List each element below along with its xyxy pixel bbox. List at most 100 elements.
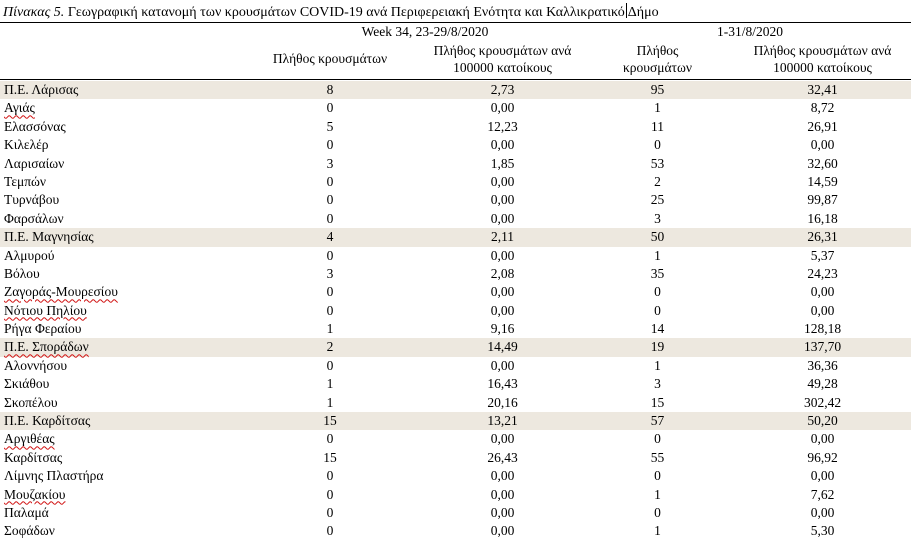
cell-cases-month: 0 bbox=[654, 302, 661, 318]
municipality-row: Ρήγα Φεραίου 1 9,16 14 128,18 bbox=[0, 320, 911, 338]
cell-rate-month: 0,00 bbox=[810, 468, 835, 484]
cell-rate-week: 2,73 bbox=[490, 82, 515, 97]
cell-rate-month: 32,41 bbox=[807, 82, 838, 97]
cell-cases-month: 0 bbox=[654, 431, 661, 447]
row-name: Μουζακίου bbox=[4, 486, 66, 502]
cell-rate-month: 14,59 bbox=[807, 173, 838, 189]
row-name: Ρήγα Φεραίου bbox=[4, 321, 82, 337]
header-rate-month: Πλήθος κρουσμάτων ανά 100000 κατοίκους bbox=[753, 43, 892, 75]
cell-rate-month: 137,70 bbox=[803, 339, 842, 355]
cell-cases-week: 2 bbox=[326, 339, 334, 355]
cell-cases-month: 0 bbox=[654, 504, 661, 520]
cell-cases-month: 11 bbox=[651, 118, 664, 134]
cell-rate-month: 36,36 bbox=[807, 357, 838, 373]
cell-cases-week: 0 bbox=[326, 284, 334, 300]
table-caption-text-tail: Δήμο bbox=[627, 5, 659, 20]
row-name: Ελασσόνας bbox=[4, 118, 66, 134]
cell-rate-month: 0,00 bbox=[810, 302, 835, 318]
cell-rate-week: 13,21 bbox=[487, 413, 518, 429]
header-period-month: 1-31/8/2020 bbox=[717, 24, 783, 39]
cell-cases-month: 50 bbox=[650, 229, 665, 245]
cell-rate-month: 49,28 bbox=[807, 376, 838, 392]
cell-cases-week: 0 bbox=[326, 486, 334, 502]
cell-cases-week: 4 bbox=[326, 229, 334, 245]
cell-rate-month: 0,00 bbox=[810, 137, 835, 153]
cell-rate-month: 32,60 bbox=[807, 155, 838, 171]
cell-rate-week: 16,43 bbox=[487, 376, 518, 392]
cell-rate-week: 0,00 bbox=[490, 137, 515, 153]
cell-cases-week: 1 bbox=[326, 394, 334, 410]
cell-cases-week: 0 bbox=[326, 302, 334, 318]
cell-cases-month: 57 bbox=[650, 413, 665, 429]
header-rate-week: Πλήθος κρουσμάτων ανά 100000 κατοίκους bbox=[433, 43, 572, 75]
cell-rate-week: 0,00 bbox=[490, 431, 515, 447]
cell-cases-month: 53 bbox=[650, 155, 665, 171]
municipality-row: Σκιάθου 1 16,43 3 49,28 bbox=[0, 375, 911, 393]
cell-cases-month: 19 bbox=[650, 339, 665, 355]
cell-rate-week: 0,00 bbox=[490, 486, 515, 502]
cell-rate-week: 20,16 bbox=[487, 394, 518, 410]
cell-cases-week: 0 bbox=[326, 192, 334, 208]
municipality-row: Τεμπών 0 0,00 2 14,59 bbox=[0, 173, 911, 191]
cell-rate-week: 26,43 bbox=[487, 449, 518, 465]
row-name: Αργιθέας bbox=[4, 431, 55, 447]
municipality-row: Αλοννήσου 0 0,00 1 36,36 bbox=[0, 357, 911, 375]
header-cases-week: Πλήθος κρουσμάτων bbox=[272, 51, 388, 66]
table-body: Π.Ε. Λάρισας 8 2,73 95 32,41 Αγιάς 0 0,00 1 8,72 Ε… bbox=[0, 81, 911, 541]
cell-rate-month: 5,37 bbox=[810, 247, 835, 263]
region-row: Π.Ε. Μαγνησίας 4 2,11 50 26,31 bbox=[0, 228, 911, 247]
cell-rate-week: 0,00 bbox=[490, 284, 515, 300]
cell-rate-month: 302,42 bbox=[803, 394, 842, 410]
cell-rate-month: 26,91 bbox=[807, 118, 838, 134]
cell-cases-week: 8 bbox=[326, 82, 334, 97]
cell-cases-month: 3 bbox=[654, 210, 661, 226]
header-rule bbox=[0, 79, 911, 80]
row-name: Π.Ε. Σποράδων bbox=[4, 339, 89, 355]
cell-cases-week: 0 bbox=[326, 210, 334, 226]
cell-cases-month: 1 bbox=[654, 523, 661, 539]
cell-cases-week: 1 bbox=[326, 321, 334, 337]
row-name: Βόλου bbox=[4, 265, 40, 281]
cell-cases-week: 3 bbox=[326, 155, 334, 171]
row-name: Σκοπέλου bbox=[4, 394, 58, 410]
table-caption: Πίνακας 5. Γεωγραφική κατανομή των κρουσ… bbox=[3, 3, 659, 21]
cell-cases-week: 0 bbox=[326, 100, 334, 116]
row-name: Σκιάθου bbox=[4, 376, 50, 392]
cell-rate-week: 0,00 bbox=[490, 100, 515, 116]
municipality-row: Σοφάδων 0 0,00 1 5,30 bbox=[0, 522, 911, 540]
cell-rate-month: 0,00 bbox=[810, 284, 835, 300]
cell-rate-month: 0,00 bbox=[810, 431, 835, 447]
cell-cases-week: 3 bbox=[326, 265, 334, 281]
top-rule bbox=[0, 22, 911, 23]
cell-cases-month: 55 bbox=[650, 449, 665, 465]
cell-cases-week: 0 bbox=[326, 137, 334, 153]
cell-cases-week: 0 bbox=[326, 523, 334, 539]
municipality-row: Νότιου Πηλίου 0 0,00 0 0,00 bbox=[0, 302, 911, 320]
row-name: Παλαμά bbox=[4, 504, 49, 520]
cell-rate-week: 0,00 bbox=[490, 504, 515, 520]
header-cases-month: Πλήθος κρουσμάτων bbox=[623, 43, 692, 75]
cell-cases-month: 1 bbox=[654, 247, 661, 263]
text-cursor bbox=[625, 3, 627, 18]
municipality-row: Μουζακίου 0 0,00 1 7,62 bbox=[0, 486, 911, 504]
cell-rate-month: 96,92 bbox=[807, 449, 838, 465]
cell-rate-week: 0,00 bbox=[490, 247, 515, 263]
row-name: Λίμνης Πλαστήρα bbox=[4, 468, 104, 484]
cell-rate-month: 128,18 bbox=[803, 321, 842, 337]
municipality-row: Λίμνης Πλαστήρα 0 0,00 0 0,00 bbox=[0, 467, 911, 485]
municipality-row: Κιλελέρ 0 0,00 0 0,00 bbox=[0, 136, 911, 154]
cell-cases-month: 14 bbox=[650, 321, 665, 337]
row-name: Π.Ε. Καρδίτσας bbox=[4, 413, 91, 429]
cell-cases-month: 1 bbox=[654, 357, 661, 373]
row-name: Λαρισαίων bbox=[4, 155, 65, 171]
table-caption-label: Πίνακας 5. bbox=[3, 5, 65, 20]
cell-rate-month: 0,00 bbox=[810, 504, 835, 520]
municipality-row: Ελασσόνας 5 12,23 11 26,91 bbox=[0, 118, 911, 136]
cell-rate-month: 16,18 bbox=[807, 210, 838, 226]
row-name: Φαρσάλων bbox=[4, 210, 64, 226]
municipality-row: Αργιθέας 0 0,00 0 0,00 bbox=[0, 430, 911, 448]
header-period-week: Week 34, 23-29/8/2020 bbox=[361, 24, 489, 39]
cell-cases-week: 0 bbox=[326, 173, 334, 189]
row-name: Τυρνάβου bbox=[4, 192, 60, 208]
cell-rate-month: 7,62 bbox=[810, 486, 835, 502]
